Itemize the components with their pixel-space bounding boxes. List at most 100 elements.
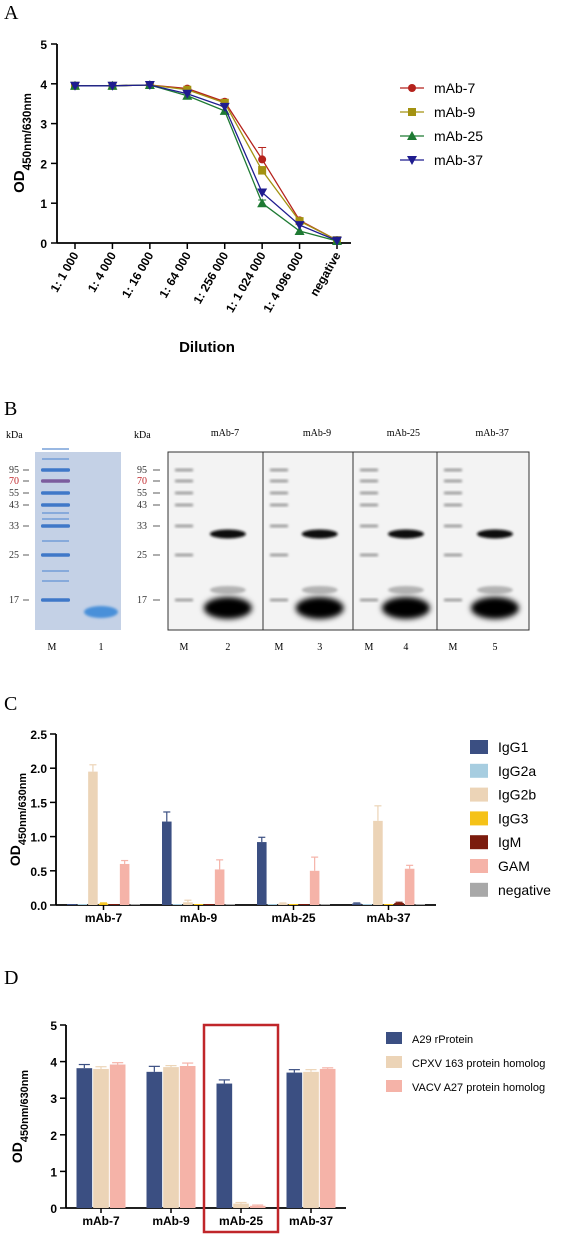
blot-marker-band: [175, 553, 193, 557]
blot-lane-label: 4: [403, 642, 408, 653]
bar-vacv-a27-protein-homolog: [109, 1064, 126, 1208]
gel-protein-band: [84, 606, 118, 618]
blot-marker-band: [444, 468, 462, 472]
x-tick-label: mAb-9: [152, 1214, 190, 1228]
legend-swatch-gam: [470, 859, 488, 873]
legend-label-cpxv-163-protein-homolog: CPXV 163 protein homolog: [412, 1058, 545, 1070]
bar-igg1: [67, 904, 77, 905]
marker-label-right-43: 43: [137, 500, 147, 511]
data-point-mab-25: [257, 198, 268, 208]
data-point-mab-37: [70, 81, 80, 91]
legend-swatch-igg2b: [470, 787, 488, 802]
legend-marker-mab-37: [407, 156, 417, 165]
y-axis-title: OD450nm/630nm: [9, 1070, 31, 1163]
blot-marker-band: [360, 598, 378, 602]
blot-marker-band: [270, 491, 288, 495]
x-tick-label: mAb-9: [180, 911, 218, 925]
x-tick-label: mAb-37: [289, 1214, 333, 1228]
marker-label-left-55: 55: [9, 488, 19, 499]
gel-minor-band: [42, 512, 69, 514]
legend-label-mab-7: mAb-7: [434, 80, 475, 96]
data-point-mab-37: [332, 236, 342, 246]
series-mab-9: [71, 80, 341, 245]
x-tick-label: 1: 1 000: [47, 249, 81, 294]
gel-marker-band: [41, 491, 70, 495]
kda-label-left: kDa: [6, 430, 23, 441]
legend-swatch-negative: [470, 882, 488, 897]
data-point-mab-9: [258, 166, 267, 175]
blot-marker-band: [360, 468, 378, 472]
blot-marker-band: [360, 553, 378, 557]
legend-label-vacv-a27-protein-homolog: VACV A27 protein homolog: [412, 1082, 545, 1094]
x-tick-label: negative: [307, 249, 344, 298]
x-tick-label: 1: 256 000: [190, 249, 231, 306]
bar-negative: [320, 904, 330, 905]
y-tick-label: 5: [50, 1019, 57, 1033]
bar-igm: [109, 904, 119, 905]
gel-minor-band: [42, 540, 69, 542]
marker-label-right-95: 95: [137, 465, 147, 476]
bar-cpxv-163-protein-homolog: [93, 1068, 109, 1208]
blot-lane-label: 3: [317, 642, 322, 653]
y-tick-label: 3: [50, 1092, 57, 1106]
bar-igg2b: [373, 820, 383, 905]
data-point-mab-37: [107, 81, 118, 91]
blot-marker-band: [444, 491, 462, 495]
gel-marker-band: [41, 524, 70, 528]
bar-igg2b: [88, 771, 98, 905]
series-line-mab-37: [75, 84, 338, 242]
blot-marker-band: [360, 491, 378, 495]
series-mab-37: [70, 80, 342, 246]
legend-label-negative: negative: [498, 882, 551, 898]
bar-igg3: [383, 904, 394, 905]
bar-igg2a: [267, 904, 278, 905]
legend-label-gam: GAM: [498, 858, 530, 874]
blot-band-15kda: [203, 597, 252, 619]
y-tick-label: 0: [50, 1202, 57, 1216]
blot-marker-band: [360, 479, 378, 483]
y-tick-label: 2: [40, 157, 47, 171]
marker-label-left-17: 17: [9, 595, 19, 606]
panel-label-a: A: [4, 2, 19, 24]
blot-lane-label: M: [180, 642, 189, 653]
marker-label-left-25: 25: [9, 550, 19, 561]
marker-label-left-70: 70: [9, 476, 19, 487]
data-point-mab-25: [294, 226, 305, 236]
marker-label-right-33: 33: [137, 521, 147, 532]
bar-igm: [204, 904, 214, 905]
blot-title-mab-7: mAb-7: [211, 428, 239, 439]
y-tick-label: 5: [40, 38, 47, 52]
bar-negative: [225, 904, 235, 905]
legend-swatch-a29-rprotein: [386, 1032, 402, 1044]
y-tick-label: 2: [50, 1129, 57, 1143]
bar-vacv-a27-protein-homolog: [179, 1065, 196, 1208]
panel-a-line-chart: 0 1 2 3 4 5 1: 1 000 1: 4 000 1: 16 000 1: 64 000…: [0, 0, 570, 390]
blot-marker-band: [175, 598, 193, 602]
blot-marker-band: [175, 524, 193, 528]
chart-c-svg: 0.0 0.5 1.0 1.5 2.0 2.5 OD450nm/630nm mAb-7 mAb-…: [7, 728, 551, 925]
y-tick-label: 1.0: [30, 831, 47, 845]
bar-negative: [130, 904, 140, 905]
bar-igg3: [193, 904, 204, 905]
legend-label-igg1: IgG1: [498, 739, 529, 755]
x-tick-label: mAb-25: [271, 911, 315, 925]
marker-label-left-95: 95: [9, 465, 19, 476]
gel-marker-band: [41, 503, 70, 507]
legend-swatch-vacv-a27-protein-homolog: [386, 1080, 402, 1092]
blot-band-15kda: [470, 597, 519, 619]
blot-title-mab-25: mAb-25: [387, 428, 420, 439]
gel-minor-band: [42, 580, 69, 582]
gel-minor-band: [42, 448, 69, 450]
blot-marker-band: [360, 503, 378, 507]
blot-marker-band: [175, 468, 193, 472]
blot-marker-band: [270, 524, 288, 528]
bar-vacv-a27-protein-homolog: [319, 1068, 336, 1208]
gel-minor-band: [42, 570, 69, 572]
blot-lane-label: 2: [225, 642, 230, 653]
blot-lane-label: 5: [492, 642, 497, 653]
y-axis-title: OD450nm/630nm: [7, 773, 29, 866]
bar-gam: [119, 863, 130, 905]
bar-igg3: [288, 904, 299, 905]
panel-label-d: D: [4, 967, 19, 989]
